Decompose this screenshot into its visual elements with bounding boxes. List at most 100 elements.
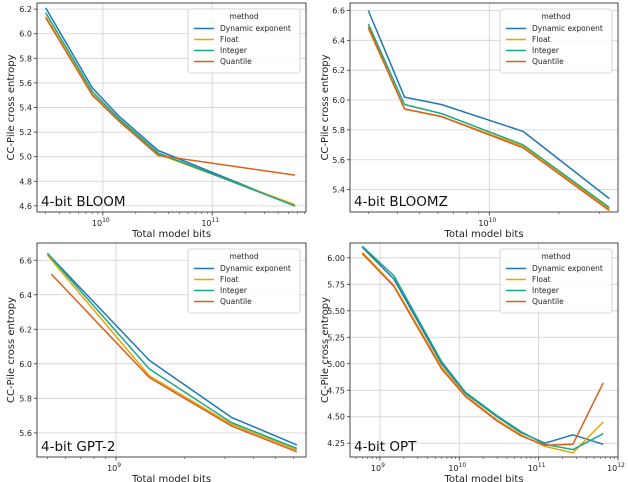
series-line-dynamic-exponent [361,246,604,446]
x-axis-label: Total model bits [131,229,211,240]
legend-entry-label: Quantile [532,297,564,306]
series-line-quantile [361,253,604,447]
x-axis-label: Total model bits [443,474,523,482]
y-tick-label: 5.2 [19,128,32,137]
series-line-dynamic-exponent [45,7,296,207]
x-tick-label: 1012 [607,462,625,473]
legend-entry-label: Integer [220,286,248,295]
x-tick-label: 109 [371,462,385,473]
y-tick-label: 4.6 [19,202,32,211]
y-tick-label: 6.2 [19,325,32,334]
y-tick-label: 5.0 [19,153,32,162]
panel-label: 4-bit BLOOM [41,194,126,210]
y-tick-label: 4.25 [327,439,345,448]
y-tick-label: 6.6 [19,256,32,265]
y-tick-label: 6.4 [19,291,32,300]
legend-entry-label: Integer [532,286,560,295]
legend-entry-label: Float [532,35,551,44]
legend-entry-label: Quantile [532,57,564,66]
y-axis-label: CC-Pile cross entropy [320,297,331,403]
chart-panel-1: 4.6 4.8 5.0 5.2 5.4 5.6 5.8 6.0 6.2 1010 1011Total… [6,2,307,240]
panel-label: 4-bit GPT-2 [41,439,115,455]
series-line-integer [45,12,296,207]
legend-title: method [542,252,571,261]
legend: method Dynamic exponent Float Integer Quanti… [187,248,301,314]
chart-panel-4: 4.25 4.50 4.75 5.00 5.25 5.50 5.75 6.00 109 1010 1… [320,242,625,482]
legend-title: method [230,12,259,21]
y-tick-label: 4.50 [327,413,345,422]
y-tick-label: 5.00 [327,360,345,369]
legend-entry-label: Integer [532,46,560,55]
y-tick-label: 6.2 [19,5,32,14]
x-tick-label: 1011 [201,217,219,228]
y-tick-label: 5.25 [327,333,345,342]
series-line-dynamic-exponent [367,10,610,200]
x-tick-label: 1010 [92,217,110,228]
plot-frame [36,242,307,458]
panel-label: 4-bit BLOOMZ [354,194,448,210]
x-tick-label: 1010 [448,462,466,473]
y-tick-label: 6.2 [332,66,345,75]
y-tick-label: 6.6 [332,6,345,15]
legend: method Dynamic exponent Float Integer Quanti… [499,248,613,314]
legend-entry-label: Quantile [220,297,252,306]
legend-title: method [230,252,259,261]
series-lines [367,10,610,212]
plot-frame [349,2,619,213]
series-lines [45,7,296,207]
y-tick-label: 4.8 [19,177,32,186]
legend-entry-label: Float [532,275,551,284]
y-tick-label: 5.6 [19,429,32,438]
y-tick-label: 4.75 [327,386,345,395]
y-tick-label: 5.4 [332,186,345,195]
y-tick-label: 5.8 [332,126,345,135]
legend-box [187,8,301,74]
y-tick-label: 5.4 [19,104,32,113]
y-axis-label: CC-Pile cross entropy [6,297,17,403]
legend-entry-label: Float [220,275,239,284]
legend-entry-label: Dynamic exponent [220,24,291,33]
y-tick-label: 5.6 [332,156,345,165]
y-tick-label: 5.8 [19,54,32,63]
y-tick-label: 5.50 [327,307,345,316]
x-axis-label: Total model bits [131,474,211,482]
y-axis-label: CC-Pile cross entropy [320,54,331,160]
y-tick-label: 5.75 [327,280,345,289]
series-line-integer [367,23,610,209]
x-tick-label: 109 [107,462,121,473]
legend-entry-label: Dynamic exponent [532,264,603,273]
legend-entry-label: Dynamic exponent [220,264,291,273]
legend-entry-label: Integer [220,46,248,55]
y-tick-label: 6.00 [327,254,345,263]
legend-box [499,248,613,314]
y-tick-label: 5.8 [19,394,32,403]
x-tick-label: 1010 [478,217,496,228]
series-lines [46,252,298,453]
series-line-quantile [367,26,610,212]
legend: method Dynamic exponent Float Integer Quanti… [187,8,301,74]
y-tick-label: 6.0 [19,360,32,369]
x-axis-label: Total model bits [443,229,523,240]
legend-entry-label: Float [220,35,239,44]
plot-frame [349,242,619,458]
legend-entry-label: Quantile [220,57,252,66]
panel-label: 4-bit OPT [354,439,417,455]
legend-entry-label: Dynamic exponent [532,24,603,33]
series-line-float [46,254,298,451]
legend: method Dynamic exponent Float Integer Quanti… [499,8,613,74]
series-line-integer [361,245,604,451]
series-lines [361,245,604,454]
series-line-dynamic-exponent [46,252,298,446]
series-line-quantile [50,273,298,453]
x-tick-label: 1011 [528,462,546,473]
y-tick-label: 5.6 [19,79,32,88]
y-tick-label: 6.4 [332,36,345,45]
y-tick-label: 6.0 [19,30,32,39]
series-line-quantile [45,17,296,176]
legend-title: method [542,12,571,21]
legend-box [187,248,301,314]
legend-box [499,8,613,74]
series-line-integer [46,252,298,450]
y-axis-label: CC-Pile cross entropy [6,54,17,160]
